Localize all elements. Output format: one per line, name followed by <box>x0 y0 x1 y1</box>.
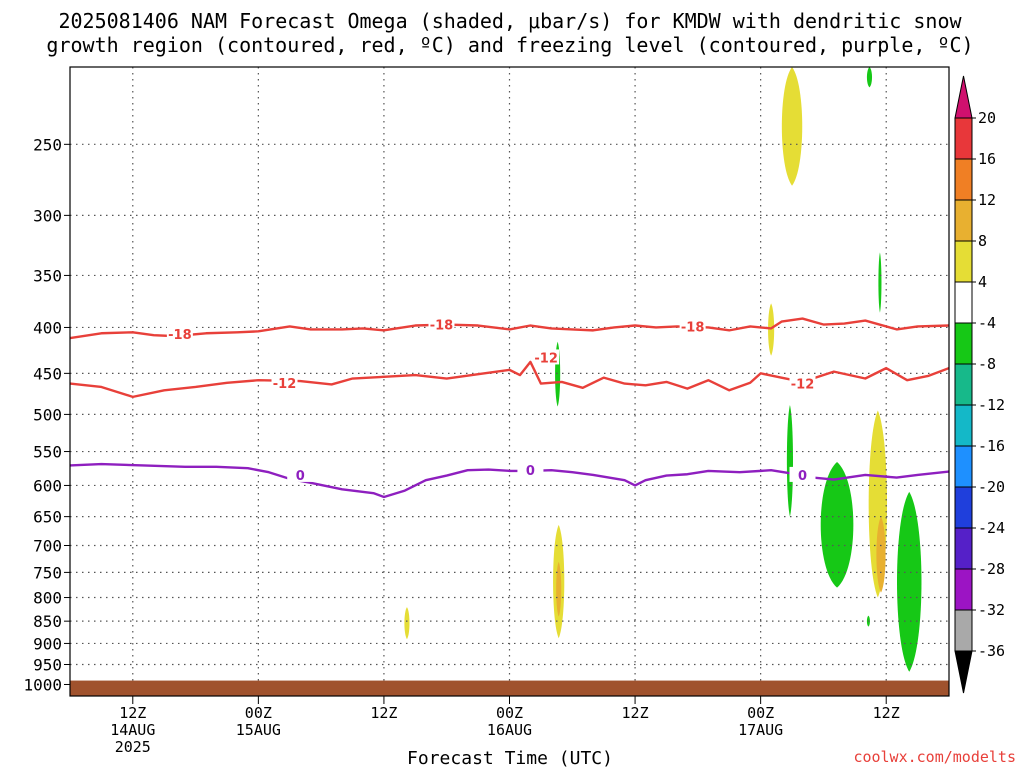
y-tick-label-250: 250 <box>33 135 62 154</box>
x-tick-label-0-2: 2025 <box>115 738 151 756</box>
colorbar-label-0: 20 <box>978 109 996 127</box>
colorbar-bottom-arrow <box>954 650 973 694</box>
contour-label-bg-0-2 <box>679 318 706 334</box>
colorbar-swatch-2 <box>954 199 973 242</box>
x-tick-label-1-1: 15AUG <box>236 721 281 739</box>
colorbar-label-6: -8 <box>978 355 996 373</box>
chart-title-line2: growth region (contoured, red, ºC) and f… <box>46 33 973 57</box>
colorbar-label-8: -16 <box>978 437 1005 455</box>
y-tick-label-700: 700 <box>33 537 62 556</box>
colorbar-swatch-7 <box>954 404 973 447</box>
y-tick-label-300: 300 <box>33 206 62 225</box>
colorbar-label-10: -24 <box>978 519 1005 537</box>
y-tick-label-350: 350 <box>33 266 62 285</box>
contour-label-0-1: -18 <box>430 319 454 334</box>
colorbar-swatch-5 <box>954 322 973 365</box>
contour-label-bg-2-0 <box>287 466 314 482</box>
colorbar-label-4: 4 <box>978 273 987 291</box>
colorbar-label-12: -32 <box>978 601 1005 619</box>
contour-label-0-2: -18 <box>681 320 705 335</box>
omega-region-9 <box>878 252 882 313</box>
x-tick-label-0-1: 14AUG <box>110 721 155 739</box>
colorbar-label-9: -20 <box>978 478 1005 496</box>
gridlines <box>70 67 949 696</box>
contour-label-bg-1-1 <box>533 349 560 365</box>
y-axis-ticks: 250 300 350 400 450 500 550 600 650 700 750 800 850 9… <box>23 135 70 694</box>
contour-label-bg-2-2 <box>789 466 816 482</box>
y-tick-label-400: 400 <box>33 318 62 337</box>
contour-label-bg-1-2 <box>789 375 816 391</box>
colorbar-top-arrow <box>954 75 973 119</box>
ground-surface <box>70 680 949 696</box>
colorbar: 20 16 12 8 4 -4 -8 -12 -16 -20 -24 -28 -32 -36 <box>954 75 1005 694</box>
contour-label-1-1: -12 <box>534 351 558 366</box>
y-tick-label-850: 850 <box>33 612 62 631</box>
contour-label-bg-0-0 <box>166 326 193 342</box>
colorbar-label-7: -12 <box>978 396 1005 414</box>
x-tick-label-5-1: 17AUG <box>738 721 783 739</box>
colorbar-label-13: -36 <box>978 642 1005 660</box>
colorbar-swatch-3 <box>954 240 973 283</box>
colorbar-swatch-12 <box>954 609 973 652</box>
colorbar-swatch-4 <box>954 281 973 324</box>
y-tick-label-600: 600 <box>33 476 62 495</box>
contour-label-1-2: -12 <box>791 378 815 393</box>
x-tick-label-3-1: 16AUG <box>487 721 532 739</box>
omega-shading-layer <box>404 67 922 672</box>
y-tick-label-650: 650 <box>33 508 62 527</box>
y-tick-label-800: 800 <box>33 589 62 608</box>
colorbar-swatch-8 <box>954 445 973 488</box>
chart-title-line1: 2025081406 NAM Forecast Omega (shaded, μ… <box>58 9 962 33</box>
colorbar-label-2: 12 <box>978 191 996 209</box>
y-tick-label-750: 750 <box>33 563 62 582</box>
source-credit: coolwx.com/modelts <box>853 748 1016 766</box>
y-tick-label-1000: 1000 <box>23 675 62 694</box>
x-axis-label: Forecast Time (UTC) <box>407 748 613 768</box>
colorbar-swatch-6 <box>954 363 973 406</box>
x-tick-label-3-0: 00Z <box>496 704 523 722</box>
y-tick-label-550: 550 <box>33 443 62 462</box>
contour-layer: -18 -18 -18 -12 -12 -12 0 0 0 <box>70 316 949 499</box>
y-tick-label-950: 950 <box>33 655 62 674</box>
omega-region-4 <box>404 607 410 640</box>
omega-region-10 <box>786 404 794 517</box>
contour-label-2-0: 0 <box>296 469 305 484</box>
contour-label-1-0: -12 <box>273 377 297 392</box>
contour-label-2-2: 0 <box>798 469 807 484</box>
omega-region-12 <box>896 491 922 672</box>
y-tick-label-450: 450 <box>33 364 62 383</box>
colorbar-swatch-11 <box>954 568 973 611</box>
colorbar-label-5: -4 <box>978 314 996 332</box>
contour-line-0 <box>70 317 949 340</box>
x-tick-label-6-0: 12Z <box>873 704 900 722</box>
omega-region-6 <box>876 516 886 593</box>
x-tick-label-2-0: 12Z <box>370 704 397 722</box>
x-tick-label-5-0: 00Z <box>747 704 774 722</box>
y-tick-label-900: 900 <box>33 634 62 653</box>
omega-region-8 <box>866 67 873 88</box>
x-tick-label-4-0: 12Z <box>622 704 649 722</box>
colorbar-swatch-0 <box>954 117 973 160</box>
contour-label-bg-2-1 <box>517 462 544 478</box>
y-tick-label-500: 500 <box>33 405 62 424</box>
colorbar-swatch-1 <box>954 158 973 201</box>
colorbar-label-11: -28 <box>978 560 1005 578</box>
omega-region-0 <box>781 67 803 186</box>
colorbar-label-3: 8 <box>978 232 987 250</box>
omega-region-11 <box>820 462 854 588</box>
omega-region-3 <box>556 561 562 617</box>
x-tick-label-0-0: 12Z <box>119 704 146 722</box>
contour-label-bg-0-1 <box>428 316 455 332</box>
contour-label-2-1: 0 <box>526 464 535 479</box>
contour-label-bg-1-0 <box>271 374 298 390</box>
contour-label-0-0: -18 <box>168 328 192 343</box>
x-tick-label-1-0: 00Z <box>245 704 272 722</box>
colorbar-swatch-9 <box>954 486 973 529</box>
colorbar-label-1: 16 <box>978 150 996 168</box>
colorbar-swatch-10 <box>954 527 973 570</box>
